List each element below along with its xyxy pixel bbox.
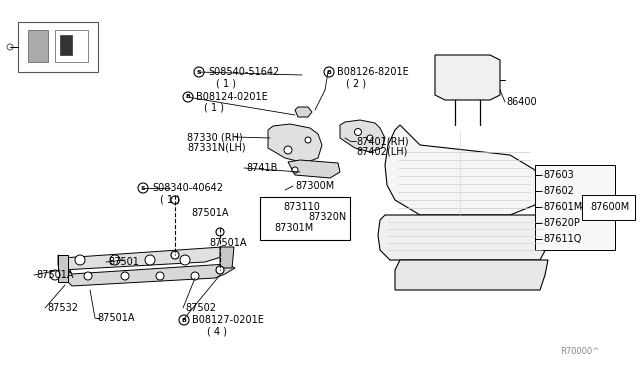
Text: 87501A: 87501A [36, 270, 74, 280]
Circle shape [138, 183, 148, 193]
Circle shape [145, 255, 155, 265]
Text: B: B [186, 94, 191, 99]
Polygon shape [535, 165, 615, 250]
Text: 87301M: 87301M [274, 223, 313, 233]
Circle shape [284, 146, 292, 154]
Text: 87320N: 87320N [308, 212, 346, 222]
Text: S08340-40642: S08340-40642 [152, 183, 223, 193]
Text: 87611Q: 87611Q [543, 234, 581, 244]
Text: 87300M: 87300M [295, 181, 334, 191]
Polygon shape [268, 124, 322, 163]
Circle shape [292, 167, 298, 173]
Text: 87501: 87501 [108, 257, 139, 267]
Polygon shape [60, 35, 72, 55]
Circle shape [84, 272, 92, 280]
Text: 87501A: 87501A [191, 208, 228, 218]
Circle shape [216, 266, 224, 274]
Circle shape [305, 137, 311, 143]
Text: 87601M: 87601M [543, 202, 582, 212]
Polygon shape [18, 22, 98, 72]
Polygon shape [28, 30, 48, 62]
Circle shape [367, 135, 373, 141]
Text: 87501A: 87501A [209, 238, 246, 248]
Circle shape [355, 128, 362, 135]
Circle shape [171, 196, 179, 204]
Text: 87532: 87532 [47, 303, 78, 313]
Circle shape [75, 255, 85, 265]
Text: S: S [196, 70, 202, 74]
Text: 87501A: 87501A [97, 313, 134, 323]
Polygon shape [395, 260, 548, 290]
Text: 87620P: 87620P [543, 218, 580, 228]
Text: 87401(RH): 87401(RH) [356, 136, 408, 146]
Text: S08540-51642: S08540-51642 [208, 67, 279, 77]
Text: 87331N(LH): 87331N(LH) [187, 143, 246, 153]
Circle shape [216, 228, 224, 236]
Text: 87330 (RH): 87330 (RH) [187, 132, 243, 142]
Text: 87602: 87602 [543, 186, 574, 196]
Polygon shape [68, 264, 235, 286]
Polygon shape [435, 55, 500, 100]
Text: 86400: 86400 [506, 97, 536, 107]
Text: B08127-0201E: B08127-0201E [192, 315, 264, 325]
Circle shape [191, 272, 199, 280]
Circle shape [324, 67, 334, 77]
Circle shape [180, 255, 190, 265]
Circle shape [183, 92, 193, 102]
Polygon shape [385, 125, 540, 215]
Polygon shape [288, 160, 340, 178]
Text: B08126-8201E: B08126-8201E [337, 67, 409, 77]
Circle shape [121, 272, 129, 280]
Text: B: B [326, 70, 332, 74]
Circle shape [156, 272, 164, 280]
Text: ( 1 ): ( 1 ) [216, 78, 236, 88]
Polygon shape [340, 120, 385, 152]
Circle shape [50, 270, 60, 280]
Text: 873110: 873110 [283, 202, 320, 212]
Polygon shape [260, 197, 350, 240]
Polygon shape [582, 195, 635, 220]
Text: B08124-0201E: B08124-0201E [196, 92, 268, 102]
Polygon shape [58, 255, 68, 282]
Polygon shape [220, 247, 234, 268]
Text: B: B [182, 317, 186, 323]
Text: S: S [141, 186, 145, 190]
Circle shape [110, 255, 120, 265]
Text: 87502: 87502 [185, 303, 216, 313]
Text: ( 4 ): ( 4 ) [207, 326, 227, 336]
Text: 87402(LH): 87402(LH) [356, 146, 408, 156]
Polygon shape [58, 247, 230, 270]
Text: 87603: 87603 [543, 170, 573, 180]
Polygon shape [295, 107, 312, 117]
Polygon shape [378, 215, 548, 260]
Text: R70000^: R70000^ [560, 347, 599, 356]
Text: ( 1 ): ( 1 ) [204, 103, 224, 113]
Circle shape [171, 251, 179, 259]
Circle shape [194, 67, 204, 77]
Circle shape [179, 315, 189, 325]
Text: ( 1 ): ( 1 ) [160, 194, 180, 204]
Text: ( 2 ): ( 2 ) [346, 78, 366, 88]
Polygon shape [55, 30, 88, 62]
Text: 8741B: 8741B [246, 163, 277, 173]
Circle shape [7, 44, 13, 50]
Text: 87600M: 87600M [590, 202, 629, 212]
